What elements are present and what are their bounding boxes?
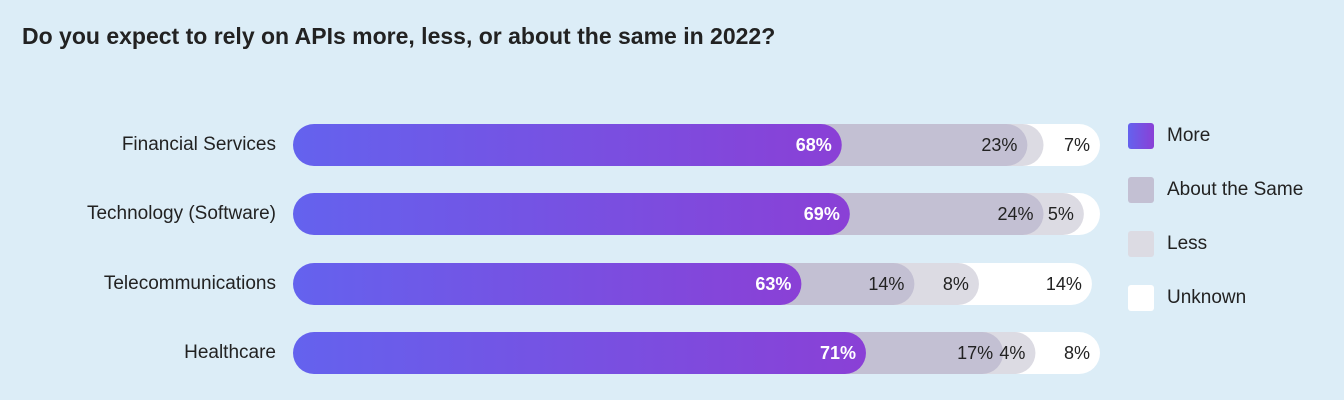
value-label: 5%: [1048, 204, 1074, 224]
value-label: 71%: [820, 343, 856, 363]
legend-swatch: [1128, 285, 1154, 311]
value-label: 8%: [943, 274, 969, 294]
bar-segment: [293, 332, 866, 374]
bar-segment: [807, 193, 1044, 235]
value-label: 24%: [997, 204, 1033, 224]
legend-swatch: [1128, 177, 1154, 203]
legend-label: Less: [1167, 233, 1207, 254]
value-label: 14%: [868, 274, 904, 294]
legend-label: Unknown: [1167, 287, 1246, 308]
bar-segment: [293, 263, 802, 305]
value-label: 68%: [796, 135, 832, 155]
category-label: Healthcare: [184, 342, 276, 363]
value-label: 17%: [957, 343, 993, 363]
legend-swatch: [1128, 231, 1154, 257]
chart-title: Do you expect to rely on APIs more, less…: [22, 23, 775, 49]
value-label: 14%: [1046, 274, 1082, 294]
value-label: 23%: [981, 135, 1017, 155]
value-label: 4%: [999, 343, 1025, 363]
legend-label: More: [1167, 125, 1210, 146]
value-label: 69%: [804, 204, 840, 224]
value-label: 8%: [1064, 343, 1090, 363]
legend-label: About the Same: [1167, 179, 1303, 200]
bar-segment: [823, 332, 1004, 374]
bar-segment: [293, 124, 842, 166]
bar-segment: [799, 124, 1028, 166]
value-label: 63%: [755, 274, 791, 294]
bar-segment: [293, 193, 850, 235]
legend-swatch: [1128, 123, 1154, 149]
category-label: Financial Services: [122, 134, 276, 155]
category-label: Telecommunications: [104, 273, 276, 294]
value-label: 7%: [1064, 135, 1090, 155]
category-label: Technology (Software): [87, 203, 276, 224]
